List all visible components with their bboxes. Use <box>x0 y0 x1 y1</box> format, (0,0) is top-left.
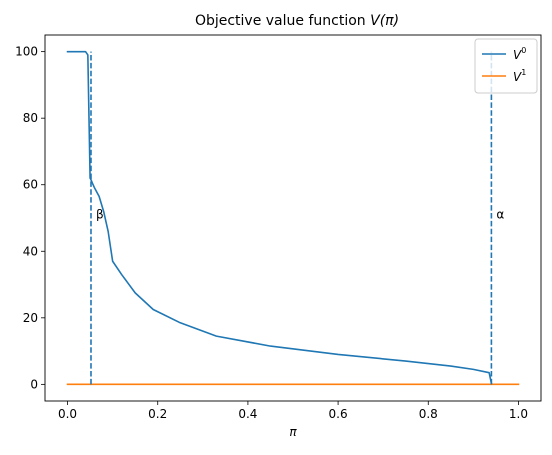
legend-label-v1: V1 <box>513 68 526 84</box>
beta-annotation: β <box>96 208 104 222</box>
legend-label-v1-sup: 1 <box>521 68 526 77</box>
x-tick-label: 1.0 <box>509 407 528 421</box>
x-tick-label: 0.0 <box>58 407 77 421</box>
axes-frame <box>44 34 542 402</box>
y-tick-label: 80 <box>23 111 38 125</box>
x-tick-label: 0.4 <box>238 407 257 421</box>
series-v0-line <box>66 50 493 385</box>
alpha-annotation: α <box>496 208 504 222</box>
legend: V0 V1 <box>474 38 538 94</box>
legend-box <box>474 38 538 94</box>
axis-ticks: 0.0 0.2 0.4 0.6 0.8 1.0 0 20 40 60 80 100 <box>15 45 528 421</box>
x-tick-label: 0.8 <box>419 407 438 421</box>
chart-title-prefix: Objective value function <box>195 13 370 29</box>
chart-title: Objective value function V(π) <box>195 13 399 29</box>
y-tick-label: 60 <box>23 178 38 192</box>
y-tick-label: 20 <box>23 311 38 325</box>
x-tick-label: 0.2 <box>148 407 167 421</box>
legend-label-v0: V0 <box>513 46 526 62</box>
legend-label-v0-sup: 0 <box>521 46 526 55</box>
chart-title-arg: (π) <box>380 13 399 29</box>
y-tick-label: 40 <box>23 244 38 258</box>
y-tick-label: 0 <box>30 377 38 391</box>
legend-label-v1-base: V <box>513 70 522 84</box>
y-tick-label: 100 <box>15 45 38 59</box>
chart-title-func: V <box>370 13 381 29</box>
x-axis-label: π <box>289 425 297 439</box>
x-tick-label: 0.6 <box>329 407 348 421</box>
legend-label-v0-base: V <box>513 48 522 62</box>
